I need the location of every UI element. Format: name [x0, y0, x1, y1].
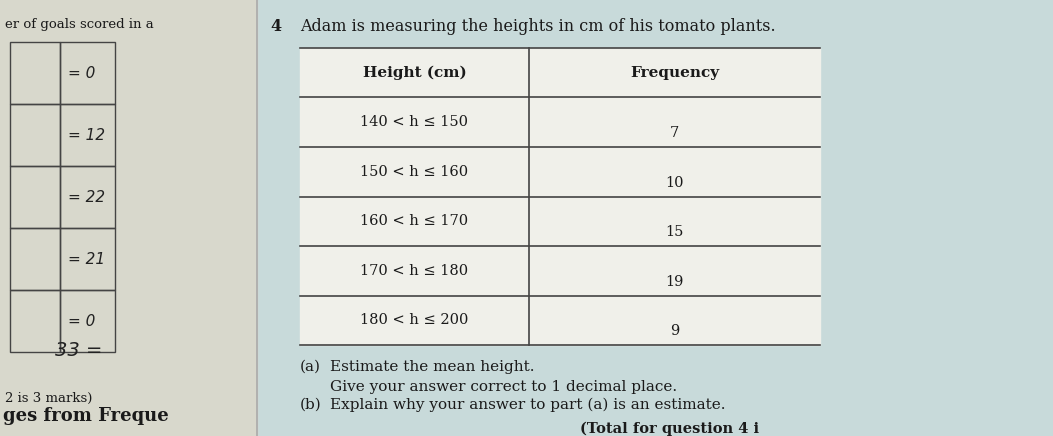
Text: = 12: = 12: [68, 127, 105, 143]
Text: 170 < h ≤ 180: 170 < h ≤ 180: [360, 264, 469, 278]
Text: = 0: = 0: [68, 313, 96, 328]
Bar: [60, 42, 115, 104]
Text: 150 < h ≤ 160: 150 < h ≤ 160: [360, 165, 469, 179]
Text: 19: 19: [665, 275, 683, 289]
Text: = 22: = 22: [68, 190, 105, 204]
Text: Estimate the mean height.: Estimate the mean height.: [330, 360, 535, 374]
Text: 4: 4: [270, 18, 281, 35]
Text: 2 is 3 marks): 2 is 3 marks): [5, 392, 93, 405]
Text: 180 < h ≤ 200: 180 < h ≤ 200: [360, 313, 469, 327]
Text: (b): (b): [300, 398, 322, 412]
Text: Height (cm): Height (cm): [362, 65, 466, 80]
Text: Adam is measuring the heights in cm of his tomato plants.: Adam is measuring the heights in cm of h…: [300, 18, 776, 35]
Text: 10: 10: [665, 176, 683, 190]
Text: 140 < h ≤ 150: 140 < h ≤ 150: [360, 115, 469, 129]
Text: 9: 9: [670, 324, 679, 338]
Text: Explain why your answer to part (a) is an estimate.: Explain why your answer to part (a) is a…: [330, 398, 726, 412]
Text: = 0: = 0: [68, 65, 96, 81]
Text: Give your answer correct to 1 decimal place.: Give your answer correct to 1 decimal pl…: [330, 380, 677, 394]
Bar: [9, 290, 60, 352]
Bar: [60, 290, 115, 352]
Bar: [60, 228, 115, 290]
Text: 160 < h ≤ 170: 160 < h ≤ 170: [360, 214, 469, 228]
Text: (Total for question 4 i: (Total for question 4 i: [580, 422, 759, 436]
Text: ges from Freque: ges from Freque: [3, 407, 168, 425]
Text: 7: 7: [670, 126, 679, 140]
Text: er of goals scored in a: er of goals scored in a: [5, 18, 154, 31]
Bar: [9, 228, 60, 290]
Bar: [9, 42, 60, 104]
Bar: [60, 104, 115, 166]
Bar: [0, 0, 257, 436]
Text: (a): (a): [300, 360, 321, 374]
Bar: [9, 166, 60, 228]
Text: 33 =: 33 =: [55, 341, 102, 360]
Bar: [9, 104, 60, 166]
Bar: [60, 166, 115, 228]
Text: = 21: = 21: [68, 252, 105, 266]
Bar: [300, 48, 820, 345]
Text: 15: 15: [665, 225, 683, 239]
Text: Frequency: Frequency: [630, 66, 719, 80]
